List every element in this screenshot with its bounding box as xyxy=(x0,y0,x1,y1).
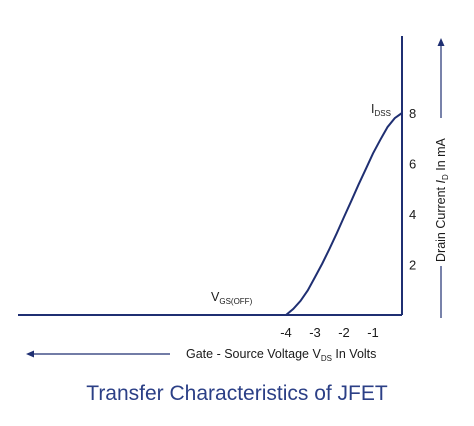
vgsoff-sub: GS(OFF) xyxy=(219,297,252,306)
x-label-sub: DS xyxy=(321,354,332,363)
x-tick-label: -2 xyxy=(338,325,350,340)
x-tick-label: -1 xyxy=(367,325,379,340)
transfer-curve xyxy=(239,112,403,316)
x-tick-label: -3 xyxy=(309,325,321,340)
y-label-italic: I xyxy=(434,180,448,184)
idss-sub: DSS xyxy=(374,109,390,118)
x-label-main: Gate - Source Voltage V xyxy=(186,347,321,361)
y-label-tail: In mA xyxy=(434,137,448,174)
y-tick-label: 2 xyxy=(409,258,416,273)
y-tick-label: 6 xyxy=(409,157,416,172)
y-tick-label: 4 xyxy=(409,207,416,222)
vgsoff-annotation: VGS(OFF) xyxy=(211,290,253,306)
y-tick-label: 8 xyxy=(409,106,416,121)
x-tick-labels: -4 -3 -2 -1 xyxy=(280,325,379,340)
y-label-sub: D xyxy=(441,174,450,180)
y-arrow-head xyxy=(437,38,445,46)
x-arrow-head xyxy=(26,350,34,358)
y-label-main: Drain Current xyxy=(434,184,448,263)
idss-main: I xyxy=(371,102,374,116)
x-tick-label: -4 xyxy=(280,325,292,340)
x-label-tail: In Volts xyxy=(332,347,376,361)
idss-annotation: IDSS xyxy=(371,102,391,118)
vgsoff-main: V xyxy=(211,290,220,304)
y-axis-label: Drain Current ID In mA xyxy=(434,137,450,262)
chart-title: Transfer Characteristics of JFET xyxy=(86,382,388,405)
y-tick-labels: 2 4 6 8 xyxy=(409,106,416,273)
x-axis-label: Gate - Source Voltage VDS In Volts xyxy=(186,347,376,363)
